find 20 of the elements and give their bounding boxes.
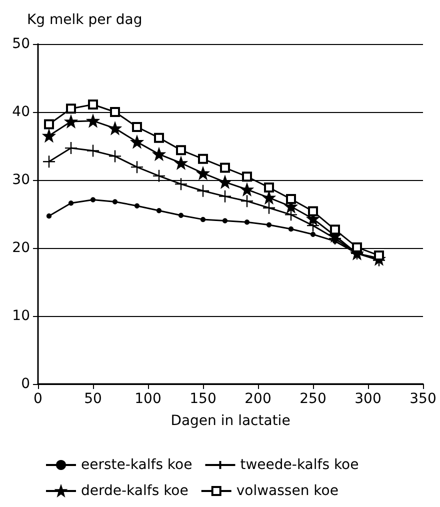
legend-label: tweede-kalfs koe xyxy=(240,457,359,473)
x-tick-label: 100 xyxy=(134,391,162,407)
x-tick-label: 50 xyxy=(84,391,102,407)
x-tick-label: 150 xyxy=(190,391,216,407)
y-tick-label: 10 xyxy=(12,308,30,324)
x-tick-label: 300 xyxy=(354,391,382,407)
legend-label: eerste-kalfs koe xyxy=(81,457,192,473)
y-tick-label: 50 xyxy=(12,36,30,52)
legend-label: derde-kalfs koe xyxy=(81,483,188,499)
x-tick-label: 250 xyxy=(300,391,326,407)
x-tick-label: 200 xyxy=(244,391,272,407)
x-tick-label: 350 xyxy=(410,391,436,407)
y-tick-label: 20 xyxy=(12,240,30,256)
x-axis-title: Dagen in lactatie xyxy=(170,413,290,429)
x-tick-label: 0 xyxy=(34,391,42,407)
y-tick-label: 40 xyxy=(12,104,30,120)
y-axis-title: Kg melk per dag xyxy=(27,12,142,28)
legend-label: volwassen koe xyxy=(236,483,338,499)
y-tick-label: 30 xyxy=(12,172,30,188)
y-tick-label: 0 xyxy=(21,376,30,392)
